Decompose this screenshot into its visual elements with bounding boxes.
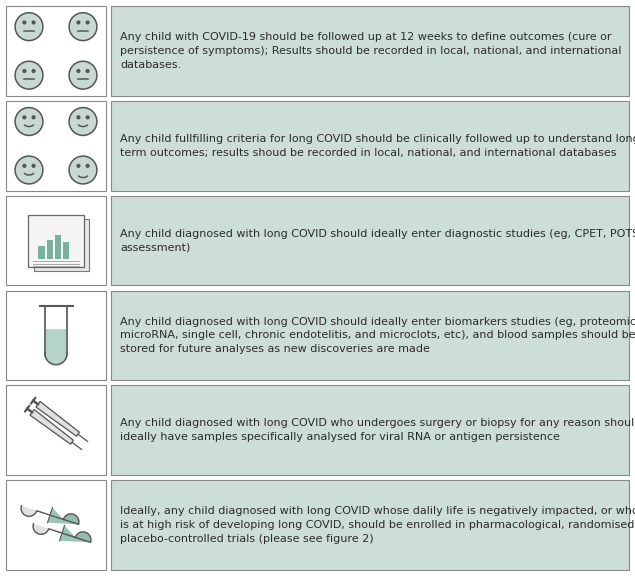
- Bar: [6, 101, 106, 191]
- Polygon shape: [36, 401, 79, 436]
- Circle shape: [86, 70, 89, 73]
- Circle shape: [23, 164, 26, 167]
- Circle shape: [77, 116, 80, 119]
- Circle shape: [69, 61, 97, 89]
- Circle shape: [86, 21, 89, 24]
- Polygon shape: [46, 329, 66, 363]
- Bar: [111, 196, 629, 286]
- Circle shape: [23, 116, 26, 119]
- Circle shape: [69, 13, 97, 40]
- Polygon shape: [30, 410, 74, 444]
- Circle shape: [32, 116, 35, 119]
- Polygon shape: [60, 525, 91, 543]
- Circle shape: [15, 13, 43, 40]
- Bar: [63, 242, 69, 259]
- Bar: [34, 218, 88, 271]
- Bar: [45, 306, 67, 354]
- Polygon shape: [45, 354, 67, 365]
- Circle shape: [77, 70, 80, 73]
- Bar: [111, 290, 629, 380]
- Circle shape: [23, 21, 26, 24]
- Circle shape: [15, 61, 43, 89]
- Bar: [111, 480, 629, 570]
- Bar: [6, 290, 106, 380]
- Circle shape: [69, 108, 97, 135]
- Text: Ideally, any child diagnosed with long COVID whose dalily life is negatively imp: Ideally, any child diagnosed with long C…: [120, 506, 635, 544]
- Bar: [6, 196, 106, 286]
- Bar: [111, 101, 629, 191]
- Circle shape: [69, 156, 97, 184]
- Bar: [6, 385, 106, 475]
- Circle shape: [15, 156, 43, 184]
- Circle shape: [15, 108, 43, 135]
- Text: Any child diagnosed with long COVID who undergoes surgery or biopsy for any reas: Any child diagnosed with long COVID who …: [120, 418, 635, 442]
- Bar: [29, 214, 83, 267]
- Polygon shape: [21, 506, 79, 524]
- Circle shape: [32, 70, 35, 73]
- Polygon shape: [33, 524, 91, 543]
- Circle shape: [32, 21, 35, 24]
- Circle shape: [77, 21, 80, 24]
- Circle shape: [32, 164, 35, 167]
- Text: Any child fullfilling criteria for long COVID should be clinically followed up t: Any child fullfilling criteria for long …: [120, 134, 635, 158]
- Circle shape: [23, 70, 26, 73]
- Bar: [38, 246, 45, 259]
- Text: Any child diagnosed with long COVID should ideally enter biomarkers studies (eg,: Any child diagnosed with long COVID shou…: [120, 317, 635, 354]
- Circle shape: [77, 164, 80, 167]
- Bar: [6, 6, 106, 96]
- Text: Any child diagnosed with long COVID should ideally enter diagnostic studies (eg,: Any child diagnosed with long COVID shou…: [120, 229, 635, 252]
- Bar: [111, 385, 629, 475]
- Bar: [46, 240, 53, 259]
- Text: Any child with COVID-19 should be followed up at 12 weeks to define outcomes (cu: Any child with COVID-19 should be follow…: [120, 32, 622, 70]
- Polygon shape: [48, 507, 79, 524]
- Circle shape: [86, 116, 89, 119]
- Bar: [111, 6, 629, 96]
- Bar: [6, 480, 106, 570]
- Circle shape: [86, 164, 89, 167]
- Bar: [55, 234, 62, 259]
